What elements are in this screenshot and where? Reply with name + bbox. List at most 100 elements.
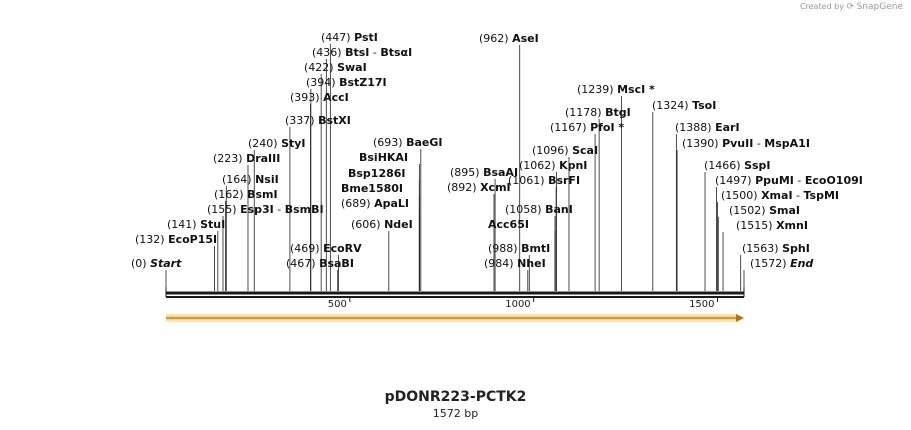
site-label: (1239) MscI * bbox=[577, 83, 655, 96]
site-xmai: (1500) XmaI - TspMI bbox=[717, 189, 839, 291]
site-position: (892) bbox=[447, 181, 480, 194]
site-label: (337) BstXI bbox=[285, 114, 351, 127]
snapgene-logo-icon: ⟳ bbox=[846, 2, 855, 12]
ruler-tick-label: 500 bbox=[328, 299, 347, 310]
site-enzyme-name: ScaI bbox=[572, 144, 598, 157]
site-ppumi: (1497) PpuMI - EcoO109I bbox=[715, 174, 863, 291]
site-label: (689) ApaLI bbox=[341, 197, 409, 210]
site-kpni: (1062) KpnI bbox=[519, 159, 587, 291]
site-psti: (447) PstI bbox=[321, 31, 378, 291]
site-enzyme-name: PpuMI bbox=[755, 174, 794, 187]
site-nsii: (164) NsiI bbox=[222, 173, 279, 291]
site-label: (1061) BsrFI bbox=[508, 174, 580, 187]
site-label: (0) Start bbox=[131, 257, 182, 270]
credit-prefix: Created by bbox=[799, 2, 844, 11]
site-separator: - bbox=[369, 46, 380, 59]
site-label: (1497) PpuMI - EcoO109I bbox=[715, 174, 863, 187]
site-enzyme-name: XmnI bbox=[776, 219, 808, 232]
plasmid-length: 1572 bp bbox=[432, 407, 479, 420]
site-ndei: (606) NdeI bbox=[351, 218, 413, 291]
plasmid-name: pDONR223-PCTK2 bbox=[384, 389, 527, 405]
site-enzyme-name: PstI bbox=[354, 31, 378, 44]
site-draiii: (223) DraIII bbox=[213, 152, 280, 291]
site-tsoi: (1324) TsoI bbox=[652, 99, 716, 291]
site-label: (988) BmtI bbox=[488, 242, 550, 255]
site-swai: (422) SwaI bbox=[304, 61, 367, 291]
site-enzyme-name: MscI bbox=[617, 83, 645, 96]
site-label: (984) NheI bbox=[484, 257, 546, 270]
site-label: (132) EcoP15I bbox=[135, 233, 217, 246]
site-baegi: (693) BaeGI bbox=[373, 136, 442, 291]
site-enzyme-name: BsaAI bbox=[483, 166, 518, 179]
ruler-tick-label: 1500 bbox=[689, 299, 714, 310]
site-enzyme-name: EarI bbox=[715, 121, 739, 134]
site-label: (422) SwaI bbox=[304, 61, 367, 74]
site-styi: (240) StyI bbox=[248, 137, 306, 291]
site-enzyme-name: DraIII bbox=[246, 152, 280, 165]
site-enzyme-name: KpnI bbox=[559, 159, 587, 172]
site-sphi: (1563) SphI bbox=[740, 242, 810, 291]
site-pvuii: (1390) PvuII - MspA1I bbox=[676, 137, 810, 291]
site-position: (1466) bbox=[704, 159, 744, 172]
site-label: (1515) XmnI bbox=[736, 219, 808, 232]
site-star-mark: * bbox=[615, 121, 625, 134]
site-position: (962) bbox=[479, 32, 512, 45]
site-msci: (1239) MscI * bbox=[577, 83, 655, 291]
site-btsi: (436) BtsI - BtsαI bbox=[312, 46, 412, 291]
site-bsmi: (162) BsmI bbox=[214, 188, 278, 291]
site-label: (436) BtsI - BtsαI bbox=[312, 46, 412, 59]
site-label: (1167) PfoI * bbox=[550, 121, 624, 134]
feature-arrow bbox=[166, 314, 744, 322]
site-label: (1502) SmaI bbox=[729, 204, 800, 217]
site-enzyme-name: ApaLI bbox=[374, 197, 409, 210]
site-enzyme-name: BsaBI bbox=[319, 257, 354, 270]
site-position: (988) bbox=[488, 242, 521, 255]
site-scai: (1096) ScaI bbox=[532, 144, 598, 291]
restriction-sites: (0) Start (132) EcoP15I (141) StuI (155) Es… bbox=[131, 31, 863, 291]
site-enzyme-name: XmaI bbox=[761, 189, 792, 202]
site-enzyme-name: BtgI bbox=[605, 106, 631, 119]
site-enzyme-name: PfoI bbox=[590, 121, 615, 134]
site-position: (1497) bbox=[715, 174, 755, 187]
site-label: (393) AccI bbox=[290, 91, 349, 104]
site-position: (984) bbox=[484, 257, 517, 270]
site-position: (467) bbox=[286, 257, 319, 270]
site-enzyme-name: Bsp1286I bbox=[348, 167, 406, 180]
site-enzyme-name: PvuII bbox=[722, 137, 753, 150]
site-end: (1572) End bbox=[743, 257, 813, 291]
site-enzyme-name: StuI bbox=[200, 218, 225, 231]
site-enzyme-name: NdeI bbox=[384, 218, 413, 231]
site-label: Bsp1286I bbox=[348, 167, 406, 180]
site-label: (1500) XmaI - TspMI bbox=[721, 189, 839, 202]
site-xmni: (1515) XmnI bbox=[722, 219, 808, 291]
site-xcmi: (892) XcmI bbox=[447, 181, 511, 291]
site-label: (467) BsaBI bbox=[286, 257, 354, 270]
site-label: Bme1580I bbox=[341, 182, 403, 195]
site-enzyme-name: BsrFI bbox=[548, 174, 580, 187]
site-esp3i: (155) Esp3I - BsmBI bbox=[207, 203, 324, 291]
site-position: (895) bbox=[450, 166, 483, 179]
site-position: (1563) bbox=[742, 242, 782, 255]
site-label: (1466) SspI bbox=[704, 159, 771, 172]
site-enzyme-name: End bbox=[790, 257, 813, 270]
site-enzyme-name: BsiHKAI bbox=[359, 151, 408, 164]
site-label: BsiHKAI bbox=[359, 151, 408, 164]
site-position: (1324) bbox=[652, 99, 692, 112]
credit-brand: SnapGene bbox=[856, 2, 903, 12]
site-position: (1239) bbox=[577, 83, 617, 96]
site-position: (155) bbox=[207, 203, 240, 216]
site-position: (223) bbox=[213, 152, 246, 165]
site-star-mark: * bbox=[645, 83, 655, 96]
site-position: (422) bbox=[304, 61, 337, 74]
site-bsaai: (895) BsaAI bbox=[450, 166, 518, 291]
site-enzyme-name: StyI bbox=[281, 137, 305, 150]
site-enzyme-name: SspI bbox=[744, 159, 770, 172]
ruler-tick-label: 1000 bbox=[505, 299, 530, 310]
site-enzyme-name: BaeGI bbox=[406, 136, 442, 149]
site-label: (223) DraIII bbox=[213, 152, 280, 165]
site-position: (132) bbox=[135, 233, 168, 246]
site-eari: (1388) EarI bbox=[675, 121, 740, 291]
site-enzyme-name: Start bbox=[150, 257, 182, 270]
site-position: (1096) bbox=[532, 144, 572, 157]
